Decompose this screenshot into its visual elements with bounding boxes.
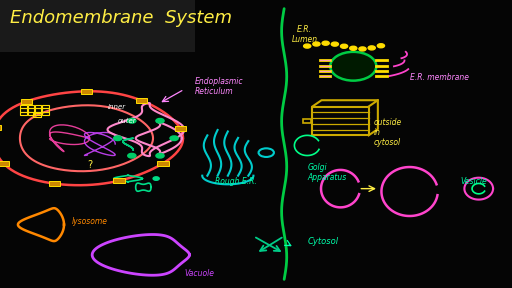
Circle shape — [114, 136, 122, 141]
Text: Vesicle: Vesicle — [461, 177, 487, 186]
Bar — [42, 112, 49, 115]
Circle shape — [313, 42, 320, 46]
Text: outer: outer — [118, 118, 136, 124]
Text: Rough E.R.: Rough E.R. — [215, 177, 257, 186]
Circle shape — [153, 177, 159, 180]
Text: inner: inner — [108, 104, 125, 109]
Bar — [136, 98, 147, 103]
Circle shape — [170, 136, 178, 141]
Bar — [113, 178, 124, 183]
Bar — [35, 108, 41, 112]
Bar — [303, 119, 311, 123]
Ellipse shape — [330, 52, 376, 81]
Bar — [175, 126, 186, 131]
Bar — [49, 181, 60, 186]
Text: outside
in
cytosol: outside in cytosol — [374, 118, 402, 147]
Bar — [0, 161, 9, 166]
Circle shape — [331, 42, 338, 46]
Circle shape — [304, 44, 311, 48]
Circle shape — [377, 44, 385, 48]
Bar — [42, 105, 49, 108]
Bar — [157, 161, 168, 166]
Circle shape — [156, 118, 164, 123]
Bar — [81, 89, 92, 94]
Text: Endoplasmic
Reticulum: Endoplasmic Reticulum — [195, 77, 243, 96]
Text: Endomembrane  System: Endomembrane System — [10, 9, 232, 27]
Circle shape — [340, 44, 348, 48]
Text: E.R.
Lumen: E.R. Lumen — [291, 25, 318, 44]
Bar — [35, 112, 41, 115]
Bar — [35, 105, 41, 108]
Bar — [42, 108, 49, 112]
Bar — [33, 113, 41, 117]
Circle shape — [350, 46, 357, 50]
Circle shape — [156, 154, 164, 158]
Circle shape — [128, 118, 136, 123]
Circle shape — [322, 41, 329, 45]
Bar — [20, 108, 27, 112]
Bar — [0, 0, 195, 52]
Text: lysosome: lysosome — [72, 217, 108, 226]
Text: ?: ? — [87, 160, 92, 170]
Bar — [0, 125, 1, 130]
Circle shape — [359, 47, 366, 51]
Circle shape — [368, 46, 375, 50]
Bar — [28, 112, 34, 115]
Text: Vacuole: Vacuole — [184, 269, 215, 278]
Text: E.R. membrane: E.R. membrane — [410, 73, 468, 82]
Text: Cytosol: Cytosol — [307, 237, 338, 247]
Bar — [28, 108, 34, 112]
Text: Golgi
Apparatus: Golgi Apparatus — [307, 163, 347, 183]
Bar — [21, 99, 32, 104]
Circle shape — [127, 154, 136, 158]
Bar — [28, 105, 34, 108]
Bar — [20, 112, 27, 115]
Bar — [20, 105, 27, 108]
